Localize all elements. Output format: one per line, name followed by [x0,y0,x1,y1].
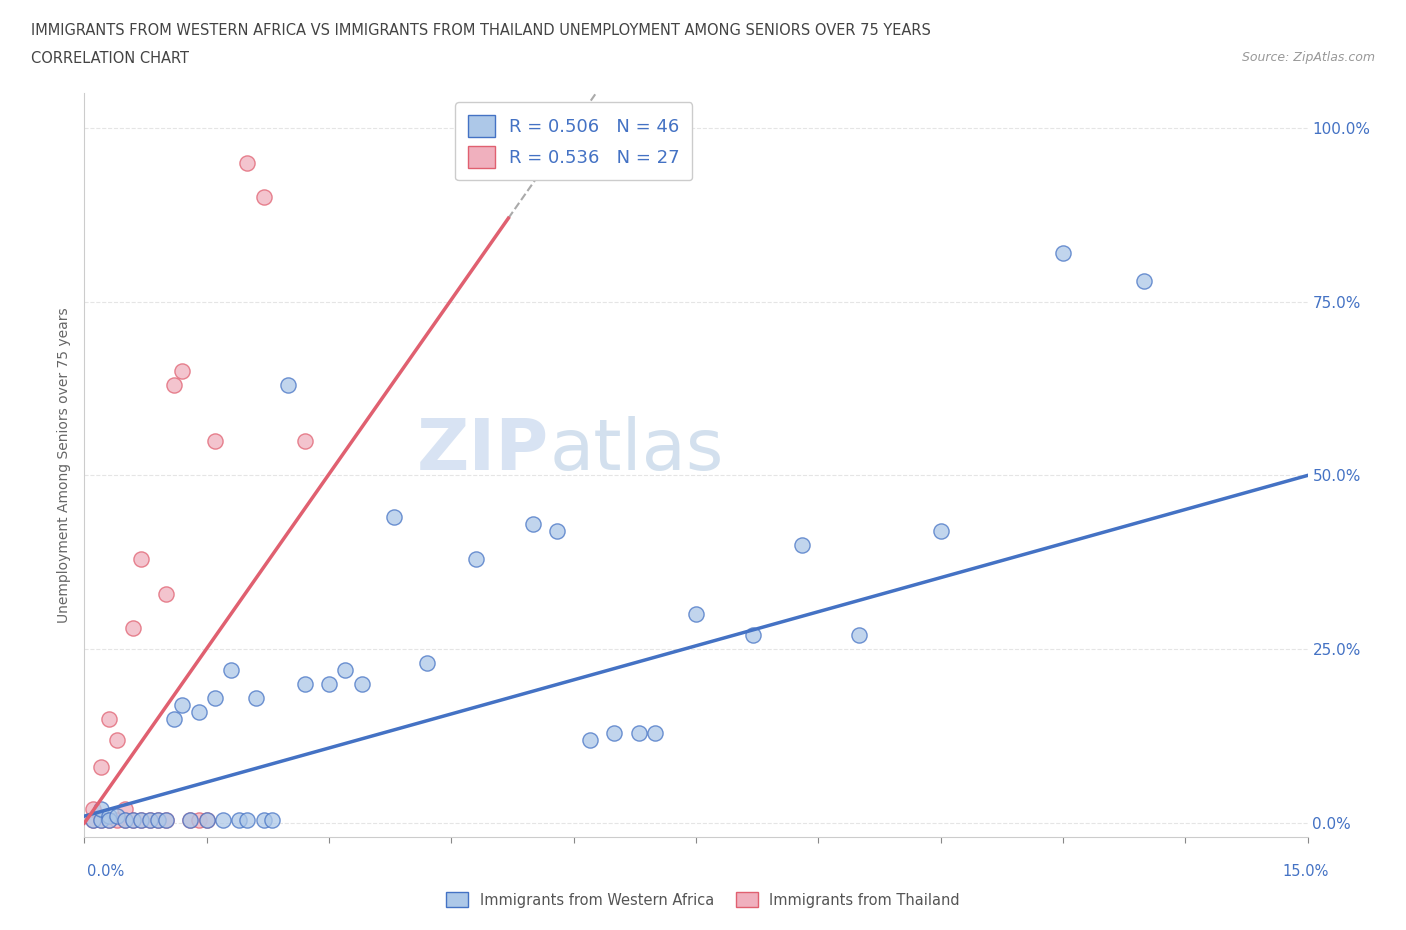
Point [146,812,169,827]
Point [212,812,235,827]
Point [105,732,128,747]
Point [848,628,870,643]
Point [138,812,160,827]
Point [546,524,568,538]
Point [522,517,544,532]
Point [146,812,169,827]
Point [179,812,201,827]
Point [114,812,136,827]
Point [131,812,153,827]
Point [90,812,112,827]
Point [163,711,186,726]
Point [204,690,226,705]
Point [131,551,153,566]
Point [155,812,177,827]
Text: CORRELATION CHART: CORRELATION CHART [31,51,188,66]
Point [187,812,209,827]
Point [82,812,104,827]
Point [138,812,160,827]
Point [1052,246,1074,260]
Point [579,732,602,747]
Point [1133,273,1156,288]
Y-axis label: Unemployment Among Seniors over 75 years: Unemployment Among Seniors over 75 years [58,307,72,623]
Point [294,433,316,448]
Point [105,809,128,824]
Point [97,809,120,824]
Point [382,510,405,525]
Point [179,812,201,827]
Point [236,812,259,827]
Point [122,812,145,827]
Point [236,155,259,170]
Text: 0.0%: 0.0% [87,864,124,879]
Text: IMMIGRANTS FROM WESTERN AFRICA VS IMMIGRANTS FROM THAILAND UNEMPLOYMENT AMONG SE: IMMIGRANTS FROM WESTERN AFRICA VS IMMIGR… [31,23,931,38]
Point [318,677,340,692]
Text: atlas: atlas [550,416,724,485]
Point [195,812,218,827]
Point [97,711,120,726]
Point [644,725,666,740]
Point [350,677,373,692]
Point [97,812,120,827]
Point [90,812,112,827]
Point [253,812,276,827]
Text: 15.0%: 15.0% [1282,864,1329,879]
Point [122,621,145,636]
Legend: Immigrants from Western Africa, Immigrants from Thailand: Immigrants from Western Africa, Immigran… [440,886,966,913]
Point [228,812,250,827]
Point [90,802,112,817]
Point [90,760,112,775]
Point [82,802,104,817]
Point [464,551,486,566]
Point [172,364,194,379]
Point [114,802,136,817]
Point [294,677,316,692]
Point [114,812,136,827]
Point [929,524,952,538]
Point [416,656,439,671]
Point [260,812,283,827]
Text: ZIP: ZIP [418,416,550,485]
Point [163,378,186,392]
Point [627,725,650,740]
Point [155,812,177,827]
Point [742,628,765,643]
Point [122,812,145,827]
Point [187,704,209,719]
Point [155,586,177,601]
Point [245,690,267,705]
Point [82,812,104,827]
Point [105,812,128,827]
Text: Source: ZipAtlas.com: Source: ZipAtlas.com [1241,51,1375,64]
Point [603,725,626,740]
Point [335,663,357,678]
Point [204,433,226,448]
Point [685,607,707,622]
Point [195,812,218,827]
Point [131,812,153,827]
Legend: R = 0.506   N = 46, R = 0.536   N = 27: R = 0.506 N = 46, R = 0.536 N = 27 [456,102,692,180]
Point [253,190,276,205]
Point [172,698,194,712]
Point [277,378,299,392]
Point [790,538,813,552]
Point [97,812,120,827]
Point [219,663,242,678]
